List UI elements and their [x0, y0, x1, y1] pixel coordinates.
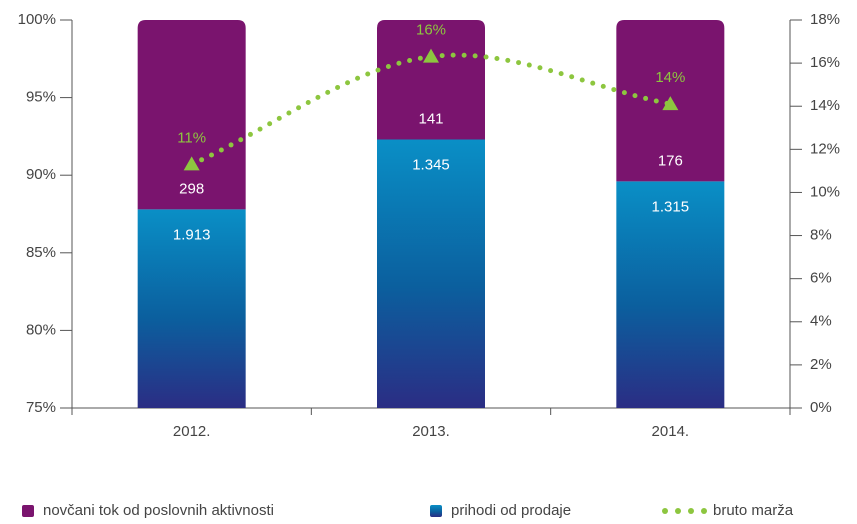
line-value-label: 14%	[655, 69, 685, 86]
bar-value-label: 298	[179, 180, 204, 197]
y2-tick-label: 18%	[810, 11, 840, 28]
y2-tick-label: 12%	[810, 140, 840, 157]
bar-value-label: 1.913	[173, 226, 211, 243]
legend-marker	[688, 508, 694, 514]
bar-value-label: 176	[658, 152, 683, 169]
y2-tick-label: 6%	[810, 270, 832, 287]
y2-tick-label: 16%	[810, 54, 840, 71]
bar-value-label: 1.315	[652, 198, 690, 215]
legend-swatch	[22, 505, 34, 517]
bar-segment	[137, 20, 246, 210]
y-tick-label: 85%	[26, 244, 56, 261]
line-marker	[662, 96, 679, 111]
legend-swatch	[430, 505, 442, 517]
y2-tick-label: 2%	[810, 356, 832, 373]
line-value-label: 16%	[416, 22, 446, 39]
legend-label: bruto marža	[713, 502, 794, 519]
y-tick-label: 90%	[26, 166, 56, 183]
legend-label: novčani tok od poslovnih aktivnosti	[43, 502, 274, 519]
bar-segment	[616, 181, 725, 408]
y2-tick-label: 0%	[810, 399, 832, 416]
legend-label: prihodi od prodaje	[451, 502, 571, 519]
line-marker	[423, 48, 439, 63]
line-marker	[183, 156, 200, 171]
bar-segment	[137, 209, 246, 408]
bar-value-label: 141	[418, 110, 443, 127]
x-tick-label: 2013.	[412, 423, 450, 440]
y2-tick-label: 14%	[810, 97, 840, 114]
bar-segment	[377, 20, 485, 140]
y2-tick-label: 4%	[810, 313, 832, 330]
legend-marker	[675, 508, 681, 514]
y-tick-label: 75%	[26, 399, 56, 416]
legend-marker	[662, 508, 668, 514]
x-tick-label: 2012.	[173, 423, 211, 440]
y2-tick-label: 10%	[810, 183, 840, 200]
legend-marker	[701, 508, 707, 514]
bar-value-label: 1.345	[412, 156, 450, 173]
x-tick-label: 2014.	[652, 423, 690, 440]
bar-segment	[377, 139, 485, 408]
y-tick-label: 80%	[26, 321, 56, 338]
y2-tick-label: 8%	[810, 227, 832, 244]
y-tick-label: 95%	[26, 89, 56, 106]
line-value-label: 11%	[177, 129, 206, 146]
y-tick-label: 100%	[18, 11, 56, 28]
